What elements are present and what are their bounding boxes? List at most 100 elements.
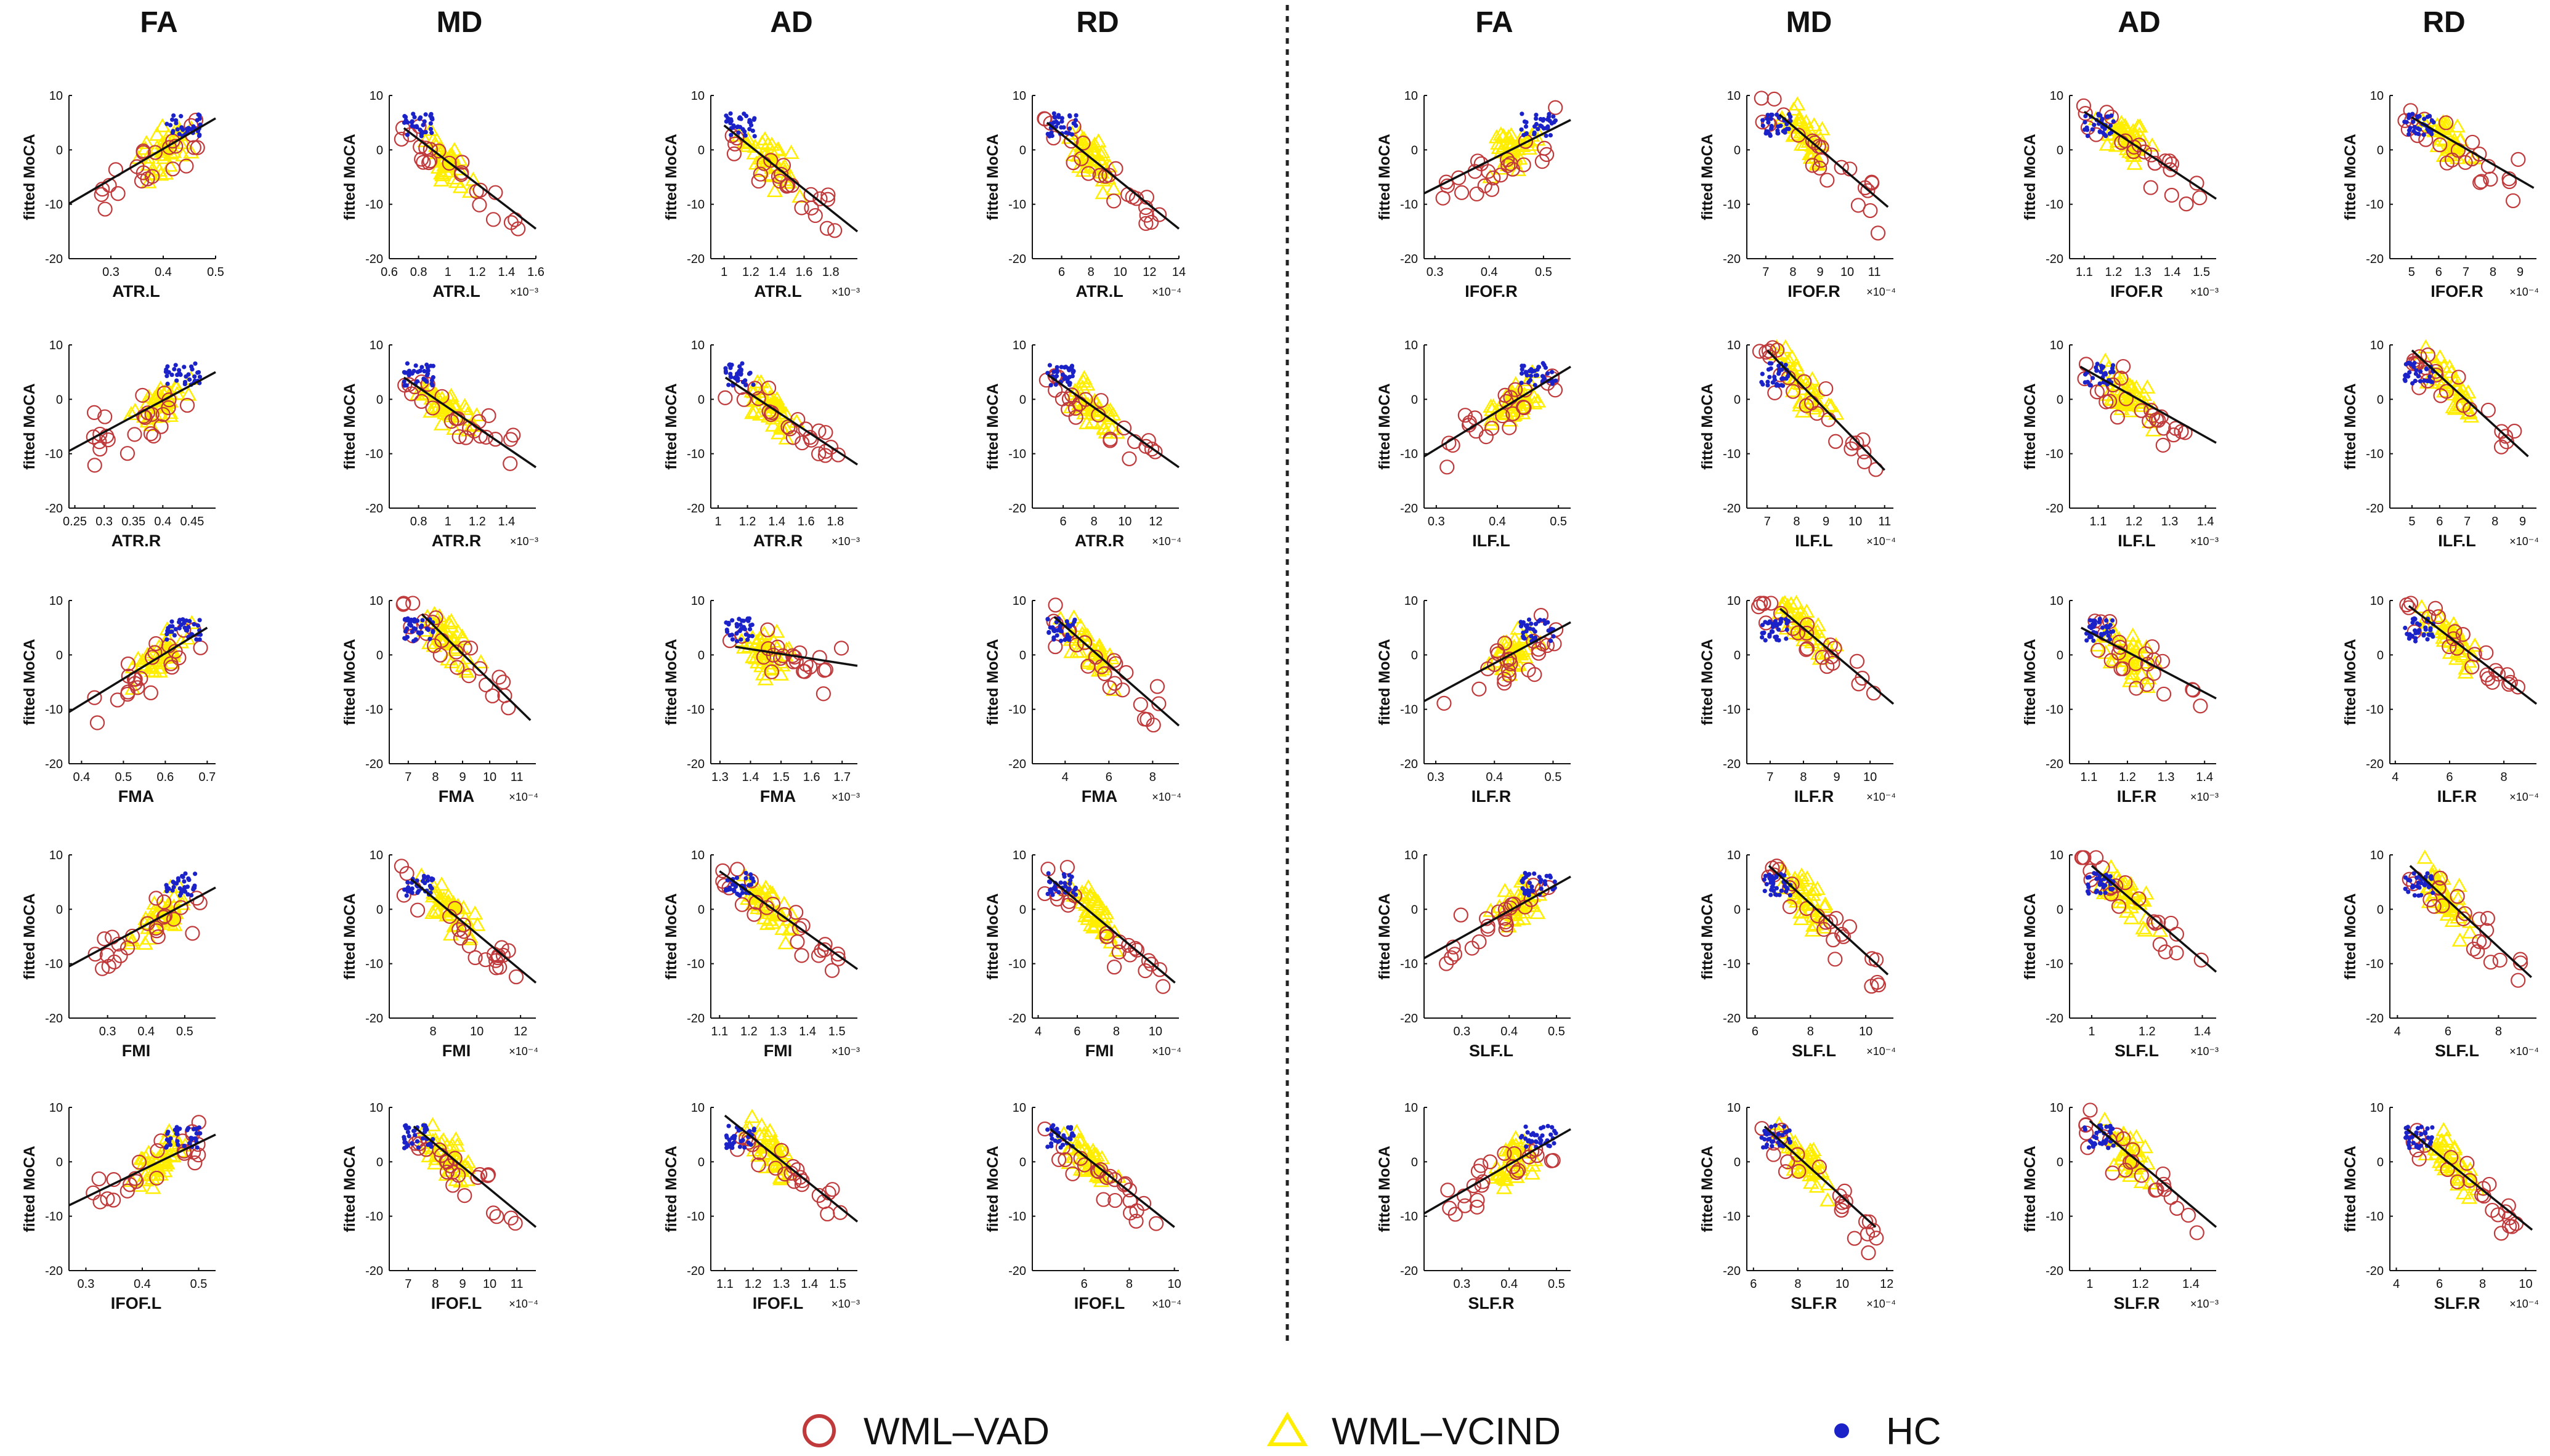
- x-axis-exponent: ×10⁻³: [832, 286, 860, 298]
- vad-point: [817, 663, 832, 678]
- vcind-point: [1784, 382, 1802, 397]
- hc-point: [2414, 884, 2419, 889]
- y-tick-label: -20: [1400, 502, 1418, 516]
- hc-point: [1782, 873, 1787, 878]
- vcind-point: [1792, 904, 1809, 919]
- x-axis-label: FMA: [118, 787, 154, 806]
- vad-point: [1077, 635, 1093, 650]
- vad-point: [2180, 1207, 2196, 1223]
- vad-point: [1544, 1153, 1559, 1168]
- vad-point: [92, 1194, 108, 1210]
- hc-point: [2106, 633, 2111, 638]
- y-axis-label: fitted MoCA: [1376, 1146, 1393, 1232]
- column-headers: FA MD AD RD FA MD AD RD: [140, 6, 2465, 39]
- vad-point: [185, 926, 200, 941]
- vad-point: [1531, 642, 1547, 657]
- y-axis-label: fitted MoCA: [663, 383, 680, 469]
- regression-line: [2080, 626, 2217, 700]
- vcind-point: [1805, 917, 1822, 932]
- hc-point: [412, 115, 417, 119]
- hc-point: [1770, 884, 1775, 889]
- hc-point: [2097, 881, 2102, 886]
- x-axis-exponent: ×10⁻³: [510, 286, 538, 298]
- hc-point: [2429, 1136, 2434, 1141]
- hc-point: [1763, 131, 1768, 136]
- hc-point: [2417, 622, 2422, 627]
- hc-point: [734, 875, 740, 880]
- hc-point: [743, 632, 748, 637]
- y-tick-label: -10: [2046, 1210, 2063, 1224]
- hc-point: [164, 1144, 169, 1149]
- vad-point: [2479, 645, 2494, 660]
- hc-point: [2089, 1140, 2094, 1145]
- vad-point: [734, 897, 750, 912]
- vad-point: [150, 1143, 165, 1159]
- hc-point: [2085, 134, 2091, 139]
- vcind-point: [1503, 127, 1520, 142]
- y-tick-label: 0: [698, 649, 705, 662]
- hc-point: [2414, 114, 2420, 119]
- hc-point: [743, 378, 748, 383]
- x-tick-label: 9: [2517, 265, 2524, 279]
- vad-point: [2488, 663, 2503, 678]
- vad-point: [2168, 421, 2184, 436]
- vad-point: [763, 153, 779, 168]
- x-tick-label: 6: [2436, 515, 2443, 528]
- vad-point: [423, 153, 438, 169]
- vad-point: [2431, 880, 2447, 896]
- x-axis-exponent: ×10⁻³: [832, 1298, 860, 1310]
- hc-point: [419, 365, 424, 370]
- vad-point: [1547, 382, 1563, 398]
- column-header-ad: AD: [770, 6, 812, 39]
- hc-point: [428, 113, 433, 118]
- hc-point: [1067, 381, 1072, 386]
- vad-point: [764, 664, 780, 679]
- hc-point: [747, 1129, 752, 1134]
- vad-point: [135, 387, 150, 403]
- hc-point: [2111, 370, 2116, 374]
- hc-point: [411, 639, 416, 644]
- hc-point: [2414, 875, 2419, 880]
- x-tick-label: 0.25: [63, 515, 87, 528]
- vcind-point: [1792, 397, 1808, 412]
- hc-point: [1061, 1133, 1066, 1138]
- y-tick-label: -20: [1723, 253, 1741, 266]
- y-tick-label: 10: [1013, 1101, 1026, 1115]
- vad-point: [2091, 642, 2106, 658]
- y-axis-label: fitted MoCA: [2022, 134, 2039, 220]
- vad-point: [1469, 1199, 1485, 1215]
- vcind-point: [1492, 126, 1509, 141]
- hc-point: [736, 130, 741, 135]
- vad-point: [149, 923, 164, 939]
- hc-point: [1520, 886, 1525, 891]
- vcind-point: [756, 131, 773, 145]
- vcind-point: [2438, 1131, 2455, 1146]
- vad-point: [1752, 344, 1768, 359]
- hc-point: [168, 123, 173, 127]
- hc-point: [412, 619, 417, 624]
- hc-point: [1520, 1134, 1524, 1139]
- hc-point: [1552, 1141, 1556, 1146]
- regression-line: [1046, 121, 1180, 230]
- hc-point: [731, 125, 735, 130]
- hc-point: [182, 885, 187, 891]
- vad-point: [751, 173, 766, 189]
- hc-point: [426, 875, 431, 880]
- vad-point: [753, 166, 768, 182]
- vad-point: [2485, 1202, 2500, 1218]
- hc-point: [1524, 373, 1529, 378]
- vcind-point: [438, 1167, 455, 1181]
- vad-point: [171, 650, 187, 666]
- x-axis-label: IFOF.R: [2431, 282, 2483, 301]
- y-tick-label: 0: [2057, 144, 2063, 157]
- hc-point: [1050, 133, 1054, 139]
- x-tick-label: 4: [2394, 1025, 2401, 1038]
- vad-point: [1457, 408, 1473, 423]
- vcind-point: [769, 623, 785, 638]
- x-tick-label: 11: [511, 1277, 524, 1291]
- vcind-point: [145, 904, 162, 918]
- x-tick-label: 0.4: [155, 265, 172, 279]
- vcind-point: [2431, 1154, 2448, 1168]
